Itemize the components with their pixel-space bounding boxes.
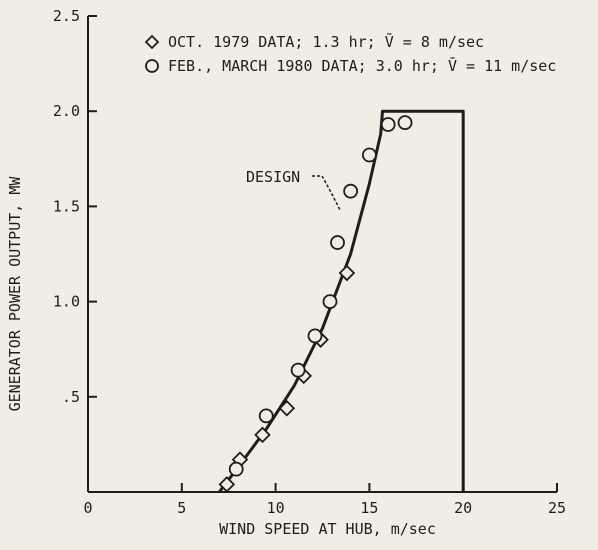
- oct-1979-data-point: [218, 476, 236, 493]
- feb-march-1980-data-point: [343, 183, 359, 199]
- legend-label-feb-march-1980: FEB., MARCH 1980 DATA; 3.0 hr; V̄ = 11 m…: [168, 56, 556, 75]
- x-tick-label: 25: [548, 499, 566, 517]
- x-tick-label: 15: [360, 499, 378, 517]
- feb-march-1980-data-point: [258, 408, 274, 424]
- x-tick-label: 10: [267, 499, 285, 517]
- feb-march-1980-data-point: [290, 362, 306, 378]
- labels-layer: 0 5 10 15 20 25 .5 1.0 1.5 2.0 2.5 WIND SPEED AT HU…: [6, 7, 566, 538]
- x-tick-label: 0: [83, 499, 92, 517]
- y-tick-label: 2.0: [53, 102, 80, 120]
- feb-march-1980-data-point: [228, 461, 244, 477]
- y-tick-label: .5: [62, 388, 80, 406]
- x-axis-title: WIND SPEED AT HUB, m/sec: [219, 520, 436, 538]
- oct-1979-data-point: [278, 399, 296, 417]
- y-tick-label: 2.5: [53, 7, 80, 25]
- data-points-layer: [218, 115, 413, 493]
- y-tick-label: 1.0: [53, 293, 80, 311]
- axes: [87, 15, 558, 493]
- feb-march-1980-data-point: [322, 294, 338, 310]
- feb-march-1980-data-point: [361, 147, 377, 163]
- feb-march-1980-data-point: [380, 117, 396, 132]
- feb-march-1980-data-point: [330, 235, 345, 250]
- legend-label-oct-1979: OCT. 1979 DATA; 1.3 hr; V̄ = 8 m/sec: [168, 32, 484, 51]
- oct-1979-data-point: [338, 264, 356, 282]
- feb-march-1980-data-point: [307, 328, 323, 344]
- feb-march-1980-data-point: [397, 115, 413, 131]
- design-annotation-leader: [312, 175, 341, 211]
- design-curve: [218, 109, 465, 493]
- x-tick-label: 20: [454, 499, 472, 517]
- x-tick-label: 5: [177, 499, 186, 517]
- oct-1979-data-point: [254, 426, 271, 444]
- y-axis-title: GENERATOR POWER OUTPUT, MW: [6, 176, 24, 412]
- design-annotation-label: DESIGN: [246, 168, 300, 186]
- legend-marker-oct-1979: [144, 34, 160, 50]
- y-tick-label: 1.5: [53, 197, 80, 215]
- design-curve-layer: [218, 109, 465, 493]
- legend-marker-feb-march-1980: [145, 59, 159, 73]
